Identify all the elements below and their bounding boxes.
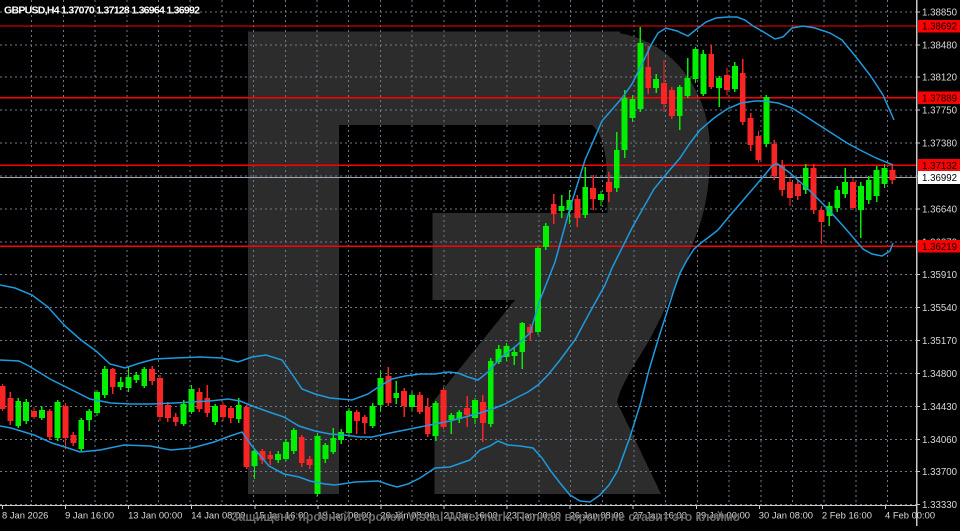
svg-text:14 Jan 08:00: 14 Jan 08:00 — [191, 510, 245, 521]
svg-text:29 Jan 00:00: 29 Jan 00:00 — [696, 510, 750, 521]
svg-text:23 Jan 00:00: 23 Jan 00:00 — [507, 510, 561, 521]
svg-text:1.36219: 1.36219 — [922, 242, 957, 253]
svg-text:19 Jan 00:00: 19 Jan 00:00 — [317, 510, 371, 521]
svg-text:4 Feb 00:00: 4 Feb 00:00 — [885, 510, 935, 521]
svg-text:1.36992: 1.36992 — [922, 173, 957, 184]
svg-text:1.33700: 1.33700 — [922, 467, 958, 478]
svg-text:1.37132: 1.37132 — [922, 161, 957, 172]
svg-text:27 Jan 16:00: 27 Jan 16:00 — [633, 510, 687, 521]
svg-text:9 Jan 16:00: 9 Jan 16:00 — [65, 510, 114, 521]
svg-text:1.38120: 1.38120 — [922, 73, 958, 84]
svg-text:8 Jan 2026: 8 Jan 2026 — [2, 510, 48, 521]
svg-text:1.38850: 1.38850 — [922, 8, 958, 19]
svg-text:13 Jan 00:00: 13 Jan 00:00 — [128, 510, 182, 521]
svg-text:2 Feb 16:00: 2 Feb 16:00 — [822, 510, 872, 521]
svg-text:30 Jan 08:00: 30 Jan 08:00 — [759, 510, 813, 521]
svg-text:1.37750: 1.37750 — [922, 106, 958, 117]
svg-text:1.37889: 1.37889 — [922, 93, 957, 104]
svg-text:21 Jan 16:00: 21 Jan 16:00 — [444, 510, 498, 521]
svg-text:1.38692: 1.38692 — [922, 22, 957, 33]
svg-text:1.36640: 1.36640 — [922, 205, 958, 216]
svg-text:1.34060: 1.34060 — [922, 435, 958, 446]
svg-text:15 Jan 16:00: 15 Jan 16:00 — [254, 510, 308, 521]
svg-text:1.33330: 1.33330 — [922, 500, 958, 511]
svg-text:1.35540: 1.35540 — [922, 303, 958, 314]
svg-text:1.34800: 1.34800 — [922, 369, 958, 380]
svg-text:Защищено пробной версией Visua: Защищено пробной версией Visual Watermar… — [231, 509, 740, 524]
svg-text:26 Jan 08:00: 26 Jan 08:00 — [570, 510, 624, 521]
svg-text:1.35170: 1.35170 — [922, 336, 958, 347]
svg-text:1.35910: 1.35910 — [922, 270, 958, 281]
svg-text:20 Jan 08:00: 20 Jan 08:00 — [380, 510, 434, 521]
svg-text:1.38480: 1.38480 — [922, 41, 958, 52]
svg-text:1.34430: 1.34430 — [922, 402, 958, 413]
svg-text:1.37380: 1.37380 — [922, 139, 958, 150]
svg-text:GBPUSD,H4 1.37070 1.37128 1.36: GBPUSD,H4 1.37070 1.37128 1.36964 1.3699… — [4, 5, 200, 17]
